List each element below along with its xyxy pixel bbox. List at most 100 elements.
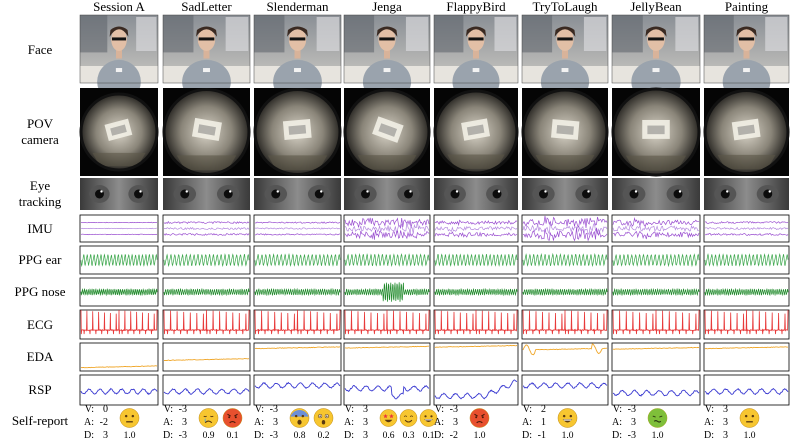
- imu-trace: [704, 226, 789, 230]
- emoji-score: 0.1: [423, 431, 435, 440]
- vad-label-v: V:: [85, 404, 94, 415]
- eye-tracking-frame: [434, 178, 518, 210]
- eye-tracking-frame: [80, 178, 158, 210]
- imu-trace: [163, 220, 250, 225]
- session-column: [79, 14, 159, 406]
- rsp-trace: [522, 382, 608, 389]
- vad-value-a: -2: [100, 417, 108, 428]
- eda-plot: [611, 342, 701, 372]
- imu-trace: [163, 226, 250, 231]
- ecg-plot: [703, 309, 790, 340]
- vad-label-d: D:: [434, 430, 444, 440]
- emoji-score: 0.6: [383, 431, 395, 440]
- eda-trace: [612, 346, 700, 350]
- ppg-nose-plot: [162, 277, 251, 307]
- vad-value-a: 1: [541, 417, 546, 428]
- ecg-trace: [344, 310, 430, 335]
- imu-trace: [612, 230, 700, 240]
- astonished-emoji-icon: [313, 408, 334, 428]
- vad-value-a: 3: [631, 417, 636, 428]
- ppg-ear-plot: [521, 245, 609, 275]
- row-label-ppg-nose: PPG nose: [15, 284, 66, 299]
- ppg-nose-trace: [434, 287, 518, 297]
- eye-tracking-frame: [254, 178, 341, 210]
- ppg-ear-plot: [611, 245, 701, 275]
- eda-plot: [253, 342, 342, 372]
- rsp-plot: [253, 374, 342, 406]
- smiling-emoji-icon: [399, 409, 418, 427]
- vad-value-d: -1: [538, 430, 546, 440]
- imu-trace: [522, 222, 608, 236]
- ppg-nose-plot: [79, 277, 159, 307]
- session-column: [433, 14, 519, 406]
- imu-trace: [344, 229, 430, 240]
- emoji-score: 1.0: [744, 431, 756, 440]
- vad-label-v: V:: [705, 404, 714, 415]
- imu-plot: [253, 214, 342, 243]
- self-report-entry: V: -3 A: 3 D: -3 0.9 0.1: [163, 404, 243, 440]
- vad-label-v: V:: [255, 404, 264, 415]
- vad-value-v: 2: [541, 404, 546, 415]
- imu-trace: [254, 233, 341, 236]
- ecg-plot: [343, 309, 431, 340]
- imu-trace: [434, 219, 518, 227]
- rsp-trace: [344, 385, 430, 400]
- pov-camera-frame: [611, 87, 701, 177]
- rsp-trace: [254, 381, 341, 390]
- pov-camera-frame: [79, 88, 159, 176]
- emoji-score: 0.9: [203, 431, 215, 440]
- ecg-plot: [433, 309, 519, 340]
- vad-value-d: 3: [363, 430, 368, 440]
- session-header: Session A: [93, 0, 145, 14]
- eda-trace: [704, 346, 789, 350]
- ppg-nose-trace: [254, 287, 341, 297]
- vad-label-v: V:: [435, 404, 444, 415]
- imu-trace: [434, 225, 518, 232]
- vad-label-a: A:: [704, 417, 714, 428]
- ppg-ear-trace: [612, 253, 700, 268]
- ecg-trace: [612, 310, 700, 335]
- ppg-nose-trace: [612, 287, 700, 297]
- vad-value-v: -3: [179, 404, 187, 415]
- row-label-eda: EDA: [27, 349, 54, 364]
- face-frame: [343, 14, 431, 104]
- imu-trace: [704, 233, 789, 236]
- row-label-rsp: RSP: [28, 382, 51, 397]
- self-report-entry: V: 3 A: 3 D: 3 1.0: [704, 404, 760, 440]
- ppg-ear-plot: [253, 245, 342, 275]
- imu-plot: [79, 214, 159, 243]
- eda-plot: [521, 342, 609, 372]
- vad-value-a: 3: [273, 417, 278, 428]
- vad-value-d: -3: [270, 430, 278, 440]
- eda-plot: [433, 342, 519, 372]
- rsp-trace: [163, 388, 250, 396]
- star-struck-emoji-icon: [379, 409, 398, 427]
- rsp-plot: [521, 374, 609, 406]
- vad-value-a: 3: [453, 417, 458, 428]
- eye-tracking-frame: [522, 178, 608, 210]
- neutral-emoji-icon: [119, 408, 140, 428]
- eda-trace: [434, 344, 518, 348]
- vad-label-d: D:: [344, 430, 354, 440]
- imu-trace: [163, 233, 250, 236]
- vad-value-d: -3: [179, 430, 187, 440]
- row-label-pov: POV: [27, 116, 54, 131]
- self-report-entry: V: 3 A: 3 D: 3 0.6 0.3 0.1: [344, 404, 438, 440]
- grinning-emoji-icon: [557, 408, 578, 428]
- ecg-trace: [704, 310, 789, 335]
- session-headers: Session A SadLetter Slenderman Jenga FlappyB…: [93, 0, 768, 14]
- eye-tracking-frame: [344, 178, 430, 210]
- imu-plot: [611, 214, 701, 243]
- ppg-ear-plot: [703, 245, 790, 275]
- vad-label-a: A:: [434, 417, 444, 428]
- vad-value-a: 3: [182, 417, 187, 428]
- neutral-emoji-icon: [739, 408, 760, 428]
- eda-trace: [345, 345, 429, 349]
- ppg-nose-trace: [344, 282, 430, 302]
- self-report-entry: V: -3 A: 3 D: -3 0.8 0.2: [254, 404, 334, 440]
- pov-camera-frame: [521, 88, 609, 176]
- imu-trace: [704, 221, 789, 224]
- session-header: Painting: [725, 0, 769, 14]
- face-frame: [253, 14, 342, 104]
- ppg-nose-trace: [704, 287, 789, 297]
